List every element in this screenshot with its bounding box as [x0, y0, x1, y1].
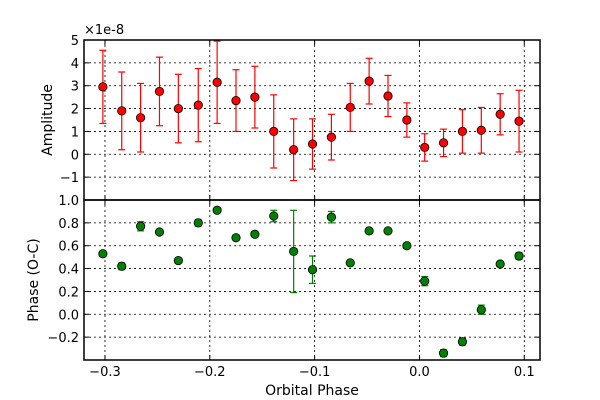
- bottom-data-point: [173, 255, 183, 266]
- bottom-y-tick-label: 0.8: [58, 217, 79, 232]
- top-y-tick-label: 5: [71, 34, 79, 49]
- bottom-points: [98, 205, 524, 358]
- bottom-data-point: [402, 241, 412, 251]
- bottom-data-point: [495, 259, 505, 269]
- x-tick-label: 0.0: [409, 365, 430, 380]
- top-y-tick-label: 4: [71, 57, 79, 72]
- top-data-point: [136, 113, 146, 123]
- bottom-data-point: [476, 305, 486, 315]
- top-data-point: [173, 103, 183, 114]
- x-tick-label: 0.1: [514, 365, 535, 380]
- bottom-data-point: [364, 226, 374, 236]
- top-data-point: [154, 86, 165, 97]
- bottom-panel-frame: [83, 199, 541, 361]
- top-data-point: [193, 100, 203, 110]
- bottom-y-tick-label: 1.0: [58, 194, 79, 209]
- top-data-point: [326, 132, 336, 142]
- top-points: [98, 76, 524, 155]
- bottom-ylabel: Phase (O-C): [26, 238, 42, 321]
- x-axis-label: Orbital Phase: [265, 383, 359, 399]
- top-data-point: [117, 106, 127, 116]
- top-data-point: [383, 91, 393, 101]
- bottom-grid: [84, 200, 540, 360]
- top-errorbars: [99, 40, 523, 182]
- top-y-tick-label: 0: [71, 148, 79, 163]
- bottom-data-point: [514, 251, 524, 261]
- bottom-data-point: [457, 337, 468, 347]
- top-data-point: [457, 126, 468, 137]
- top-offset-text: ×1e-8: [84, 23, 124, 38]
- top-y-tick-label: −1: [60, 171, 79, 186]
- top-data-point: [250, 92, 260, 102]
- top-y-tick-label: 3: [71, 80, 79, 95]
- top-data-point: [231, 95, 241, 106]
- bottom-y-tick-label: 0.2: [58, 285, 79, 300]
- bottom-data-point: [438, 348, 449, 358]
- top-data-point: [307, 139, 318, 149]
- bottom-data-point: [345, 258, 355, 268]
- tick-labels: −1 0 1 2 3 4 5 −0.2 0.0 0.2 0.4 0.6 0.8 1.0 −0.3 −0.2 −0…: [47, 34, 534, 380]
- bottom-data-point: [250, 229, 260, 239]
- bottom-data-point: [420, 276, 430, 286]
- top-data-point: [495, 109, 505, 119]
- bottom-data-point: [289, 246, 299, 257]
- x-tick-label: −0.2: [194, 365, 226, 380]
- top-data-point: [212, 77, 222, 87]
- top-data-point: [345, 102, 355, 113]
- top-data-point: [476, 125, 486, 135]
- bottom-data-point: [231, 233, 241, 243]
- top-data-point: [514, 116, 524, 126]
- bottom-data-point: [98, 249, 108, 259]
- bottom-y-tick-label: −0.2: [47, 331, 79, 346]
- bottom-data-point: [117, 261, 127, 271]
- bottom-data-point: [193, 218, 203, 228]
- bottom-data-point: [383, 226, 393, 236]
- top-data-point: [98, 82, 108, 92]
- top-data-point: [438, 138, 449, 148]
- bottom-data-point: [154, 227, 165, 237]
- bottom-y-tick-label: 0.0: [58, 308, 79, 323]
- bottom-y-tick-label: 0.4: [58, 263, 79, 278]
- top-y-tick-label: 1: [71, 125, 79, 140]
- bottom-data-point: [212, 205, 222, 215]
- x-tick-label: −0.3: [89, 365, 121, 380]
- bottom-data-point: [326, 212, 336, 222]
- top-data-point: [269, 126, 279, 137]
- top-data-point: [289, 145, 299, 155]
- bottom-data-point: [307, 265, 318, 275]
- top-ylabel: Amplitude: [40, 84, 56, 156]
- top-data-point: [364, 76, 374, 86]
- top-y-tick-label: 2: [71, 103, 79, 118]
- top-data-point: [402, 115, 412, 125]
- bottom-y-tick-label: 0.6: [58, 240, 79, 255]
- bottom-data-point: [136, 221, 146, 231]
- bottom-data-point: [269, 211, 279, 221]
- x-tick-label: −0.1: [299, 365, 331, 380]
- top-data-point: [420, 142, 430, 153]
